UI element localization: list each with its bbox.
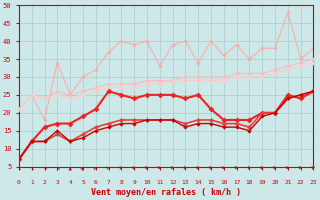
X-axis label: Vent moyen/en rafales ( km/h ): Vent moyen/en rafales ( km/h ) — [91, 188, 241, 197]
